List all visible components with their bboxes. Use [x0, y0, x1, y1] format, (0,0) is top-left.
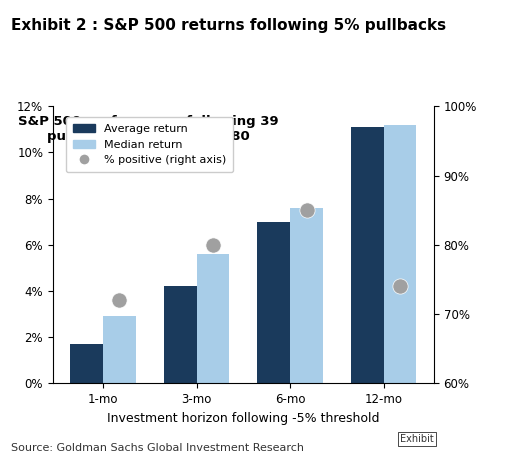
Bar: [384, 125, 416, 383]
Bar: [290, 208, 323, 383]
Text: Source: Goldman Sachs Global Investment Research: Source: Goldman Sachs Global Investment …: [11, 443, 304, 453]
Legend: Average return, Median return, % positive (right axis): Average return, Median return, % positiv…: [66, 117, 233, 172]
Bar: [197, 254, 229, 383]
Bar: [103, 316, 136, 383]
X-axis label: Investment horizon following -5% threshold: Investment horizon following -5% thresho…: [107, 412, 380, 425]
Text: Exhibit: Exhibit: [400, 434, 434, 444]
Point: [209, 241, 217, 249]
Text: Exhibit 2 : S&P 500 returns following 5% pullbacks: Exhibit 2 : S&P 500 returns following 5%…: [11, 18, 446, 33]
Point: [115, 297, 124, 304]
Bar: [70, 344, 103, 383]
Bar: [351, 127, 384, 383]
Bar: [164, 286, 197, 383]
Bar: [258, 222, 290, 383]
Point: [396, 283, 404, 290]
Text: S&P 500 performance following 39
pullbacks of 5% since 1980: S&P 500 performance following 39 pullbac…: [18, 115, 278, 143]
Point: [302, 207, 311, 214]
